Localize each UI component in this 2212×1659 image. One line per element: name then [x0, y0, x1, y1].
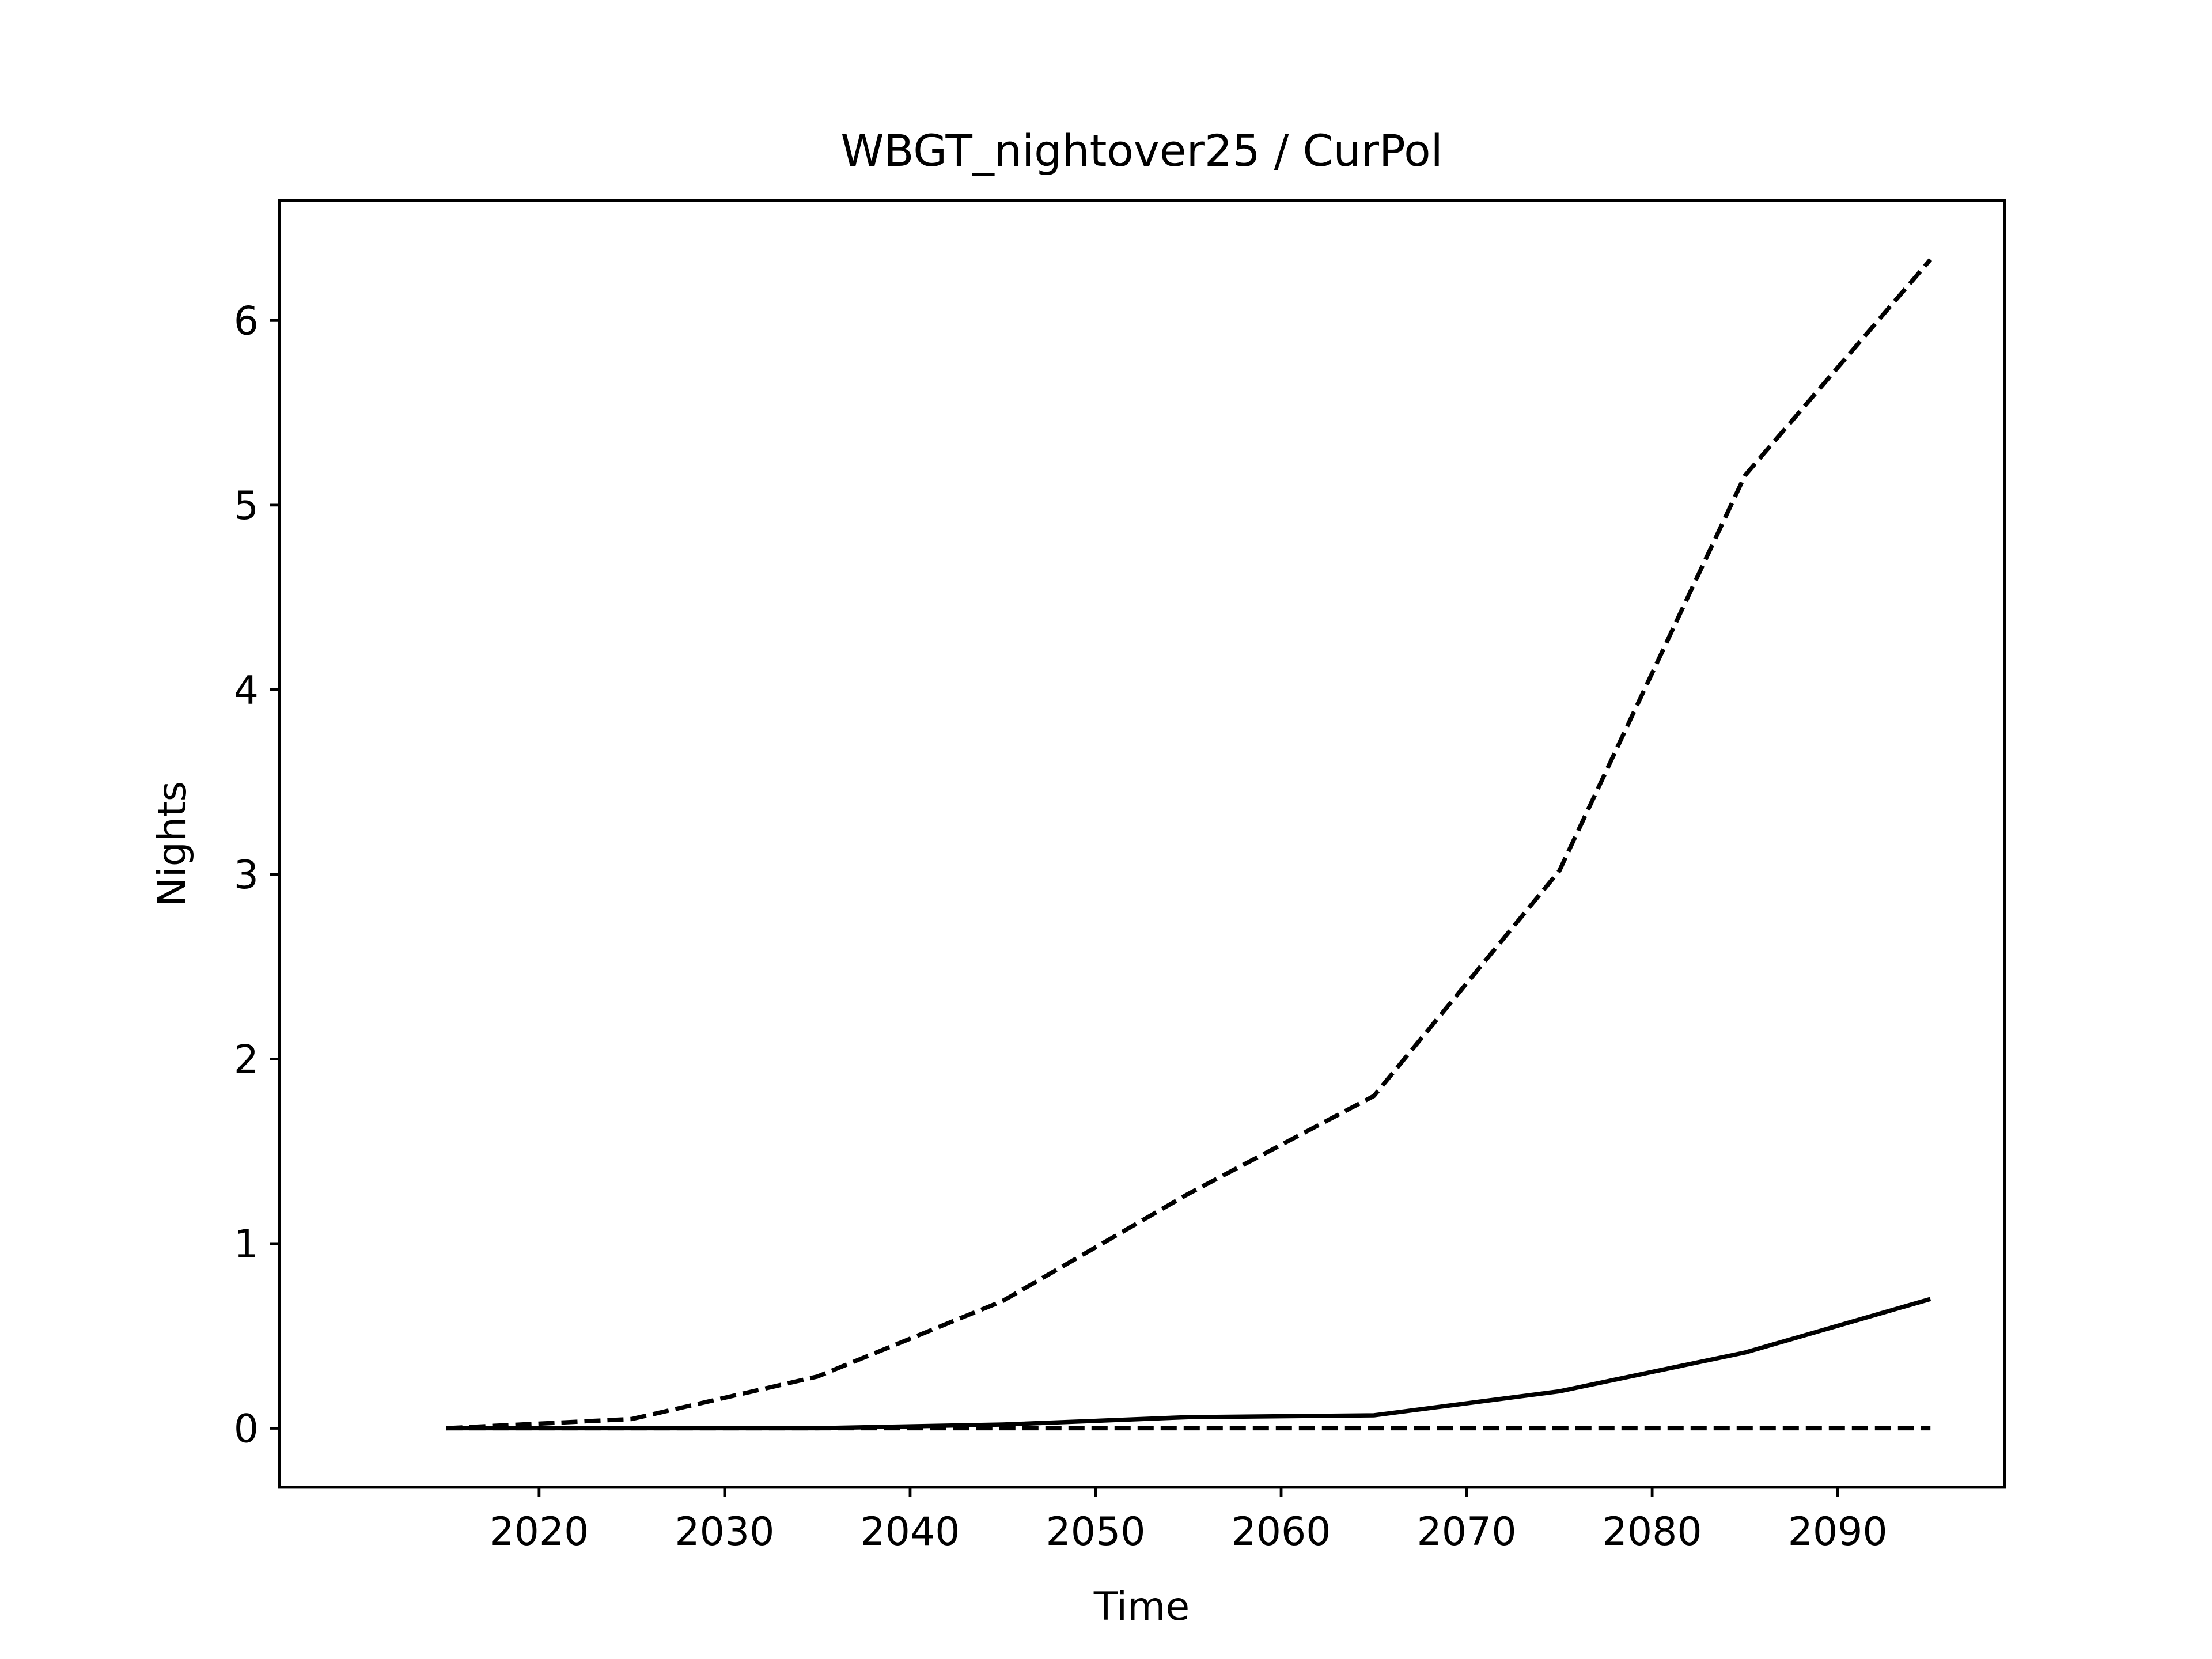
y-tick-label: 0: [234, 1406, 259, 1452]
y-tick-label: 4: [234, 668, 259, 713]
series-layer: [446, 258, 1933, 1431]
x-tick-label: 2030: [675, 1509, 774, 1555]
series-line-1: [446, 258, 1933, 1431]
chart-title: WBGT_nightover25 / CurPol: [840, 125, 1442, 176]
x-tick-label: 2070: [1417, 1509, 1517, 1555]
x-tick-label: 2060: [1232, 1509, 1331, 1555]
x-axis-label: Time: [1093, 1584, 1190, 1630]
x-tick-label: 2020: [489, 1509, 589, 1555]
x-tick-label: 2050: [1046, 1509, 1145, 1555]
x-tick-label: 2040: [860, 1509, 960, 1555]
y-axis-label: Nights: [150, 781, 195, 907]
plot-frame: [278, 199, 2006, 1489]
x-tick-label: 2080: [1603, 1509, 1702, 1555]
x-axis: 2020 2030 2040 2050 2060 2070 2080 2090: [489, 1487, 1888, 1555]
series-line-2: [446, 1297, 1931, 1431]
y-tick-label: 5: [234, 483, 259, 529]
y-tick-label: 1: [234, 1222, 259, 1267]
y-axis: 0 1 2 3 4 5 6: [234, 298, 279, 1452]
y-tick-label: 6: [234, 298, 259, 344]
x-tick-label: 2090: [1788, 1509, 1888, 1555]
y-tick-label: 2: [234, 1037, 259, 1082]
y-tick-label: 3: [234, 853, 259, 898]
